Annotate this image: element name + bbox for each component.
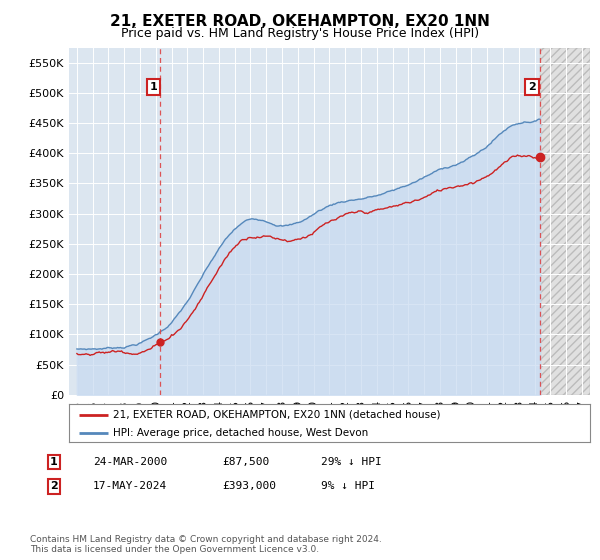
Text: 21, EXETER ROAD, OKEHAMPTON, EX20 1NN (detached house): 21, EXETER ROAD, OKEHAMPTON, EX20 1NN (d… xyxy=(113,409,441,419)
Text: 2: 2 xyxy=(50,481,58,491)
Text: £393,000: £393,000 xyxy=(222,481,276,491)
Text: 2: 2 xyxy=(528,82,536,92)
Bar xyxy=(541,48,590,395)
Text: 24-MAR-2000: 24-MAR-2000 xyxy=(93,457,167,467)
Text: 29% ↓ HPI: 29% ↓ HPI xyxy=(321,457,382,467)
Text: Contains HM Land Registry data © Crown copyright and database right 2024.
This d: Contains HM Land Registry data © Crown c… xyxy=(30,535,382,554)
Text: 1: 1 xyxy=(149,82,157,92)
Text: 1: 1 xyxy=(50,457,58,467)
Text: Price paid vs. HM Land Registry's House Price Index (HPI): Price paid vs. HM Land Registry's House … xyxy=(121,27,479,40)
Text: £87,500: £87,500 xyxy=(222,457,269,467)
Bar xyxy=(541,48,590,395)
Text: 17-MAY-2024: 17-MAY-2024 xyxy=(93,481,167,491)
Text: 21, EXETER ROAD, OKEHAMPTON, EX20 1NN: 21, EXETER ROAD, OKEHAMPTON, EX20 1NN xyxy=(110,14,490,29)
Text: 9% ↓ HPI: 9% ↓ HPI xyxy=(321,481,375,491)
Text: HPI: Average price, detached house, West Devon: HPI: Average price, detached house, West… xyxy=(113,428,368,438)
